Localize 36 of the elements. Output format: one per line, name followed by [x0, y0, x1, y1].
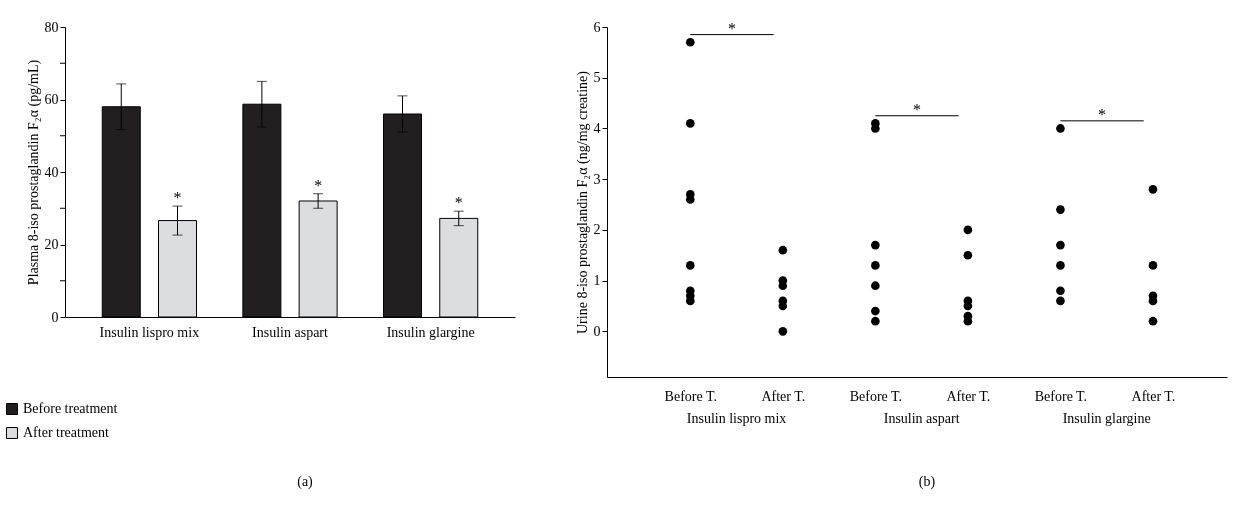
legend-label: Before treatment [23, 401, 118, 416]
y-tick-label: 2 [593, 222, 601, 238]
annotation: * [727, 19, 736, 37]
annotation: * [173, 189, 182, 207]
x-tick-label: Before T. [849, 388, 903, 404]
x-tick-label: Insulin aspart [252, 324, 329, 340]
text: Insulin aspart [883, 411, 960, 426]
y-tick-label: 5 [593, 70, 601, 86]
x-tick-label: Before T. [1034, 388, 1088, 404]
y-tick-label: 20 [44, 237, 59, 252]
x-tick-label: Insulin lispro mix [99, 324, 200, 340]
y-tick-label: 6 [593, 19, 601, 35]
y-tick-label: 0 [51, 309, 59, 325]
annotation: * [454, 194, 463, 212]
x-tick-label: Insulin glargine [386, 324, 475, 340]
annotation: * [1098, 105, 1107, 123]
y-axis-title: Urine 8-iso prostaglandin F₂α (ng/mg creatine) [574, 70, 591, 334]
y-tick-label: 80 [44, 19, 59, 35]
x-tick-label: After T. [761, 388, 806, 404]
annotation: * [314, 176, 323, 194]
x-tick-label: After T. [946, 388, 991, 404]
x-tick-label: Before T. [664, 388, 717, 404]
y-tick-label: 1 [593, 273, 601, 289]
x-tick-label: After T. [1131, 388, 1176, 404]
y-tick-label: 60 [44, 92, 59, 107]
text: (a) [297, 474, 314, 490]
y-tick-label: 4 [593, 120, 601, 136]
text: (b) [918, 474, 936, 490]
legend-label: After treatment [23, 425, 110, 440]
text: Insulin lispro mix [686, 411, 787, 426]
y-axis-title: Plasma 8-iso prostaglandin F₂α (pg/mL) [25, 59, 42, 286]
annotation: * [913, 100, 921, 118]
text: Insulin glargine [1062, 411, 1151, 426]
y-tick-label: 40 [44, 164, 59, 180]
y-tick-label: 3 [593, 171, 601, 187]
y-tick-label: 0 [593, 323, 601, 339]
